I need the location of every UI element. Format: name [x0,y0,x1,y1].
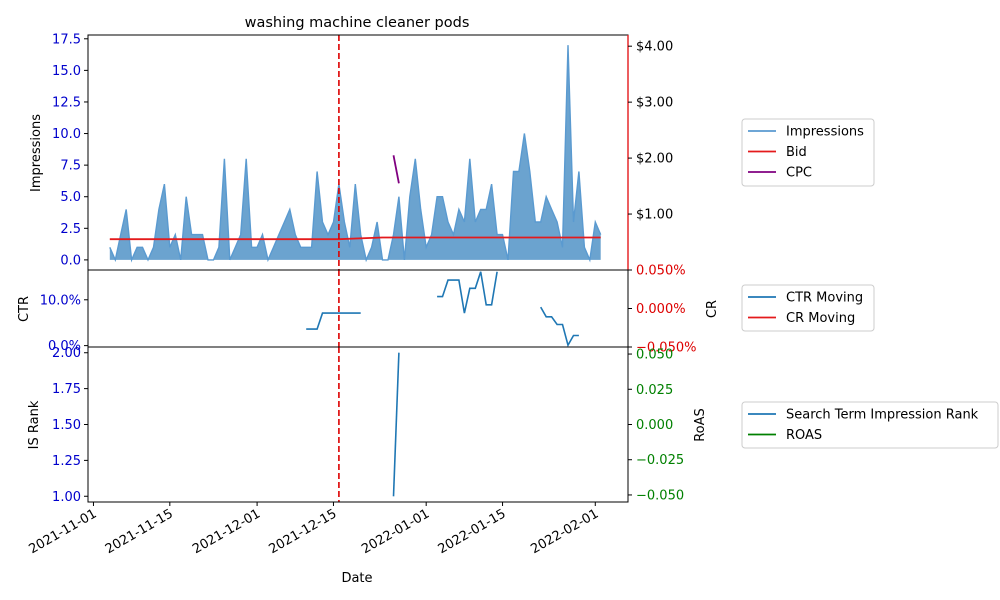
legend-top [741,118,875,187]
legend-label: Bid [786,145,807,160]
x-tick-label: 2022-01-01 [359,506,432,557]
is-rank-y-tick-label: 1.00 [52,490,81,505]
x-tick-label: 2022-01-15 [436,506,509,557]
x-tick-label: 2021-11-15 [103,506,176,557]
bid-y-tick-label: $1.00 [636,208,673,223]
ctr-panel-frame [87,269,629,348]
bid-line [109,236,601,241]
impressions-y-tick-label: 2.5 [60,222,81,237]
x-tick-label: 2022-02-01 [528,506,601,557]
ctr-panel: 0.0% 10.0% −0.050% 0.000% 0.050% [40,264,697,356]
x-axis-label: Date [341,571,372,586]
ctr-y-tick-label: 0.0% [48,339,81,354]
is-rank-y-tick-label: 1.25 [52,454,81,469]
is-rank-panel: 1.00 1.25 1.50 1.75 2.00 −0.050 −0.025 0.000 0.0… [27,346,685,557]
legends: Impressions Bid CPC CTR Moving CR Moving Sear… [741,118,999,449]
bottom-right-y-label: RoAS [693,408,708,442]
legend-label: CTR Moving [786,291,863,306]
bottom-y-label: IS Rank [27,400,42,449]
cpc-line [392,155,400,184]
ctr-moving-line [437,271,498,314]
legend-label: ROAS [786,428,822,443]
roas-y-tick-label: −0.025 [636,453,684,468]
ctr-y-tick-label: 10.0% [40,293,81,308]
impressions-y-tick-label: 5.0 [60,190,81,205]
top-y-label: Impressions [29,114,44,192]
impressions-y-tick-label: 17.5 [52,32,81,47]
x-tick-label: 2021-11-01 [27,506,100,557]
middle-y-label: CTR [17,296,32,322]
bid-y-tick-label: $2.00 [636,152,673,167]
legend-label: Impressions [786,125,864,140]
legend-label: Search Term Impression Rank [786,408,979,423]
x-tick-label: 2021-12-15 [267,506,340,557]
roas-y-tick-label: 0.000 [636,418,673,433]
roas-y-tick-label: 0.025 [636,383,673,398]
x-tick-label: 2021-12-01 [190,506,263,557]
is-rank-y-tick-label: 1.75 [52,382,81,397]
is-rank-y-tick-label: 2.00 [52,346,81,361]
impressions-y-tick-label: 10.0 [52,127,81,142]
legend-bottom [741,401,999,449]
chart-title: washing machine cleaner pods [245,15,470,31]
impressions-y-tick-label: 0.0 [60,253,81,268]
bid-y-tick-label: $4.00 [636,40,673,55]
is-rank-y-tick-label: 1.50 [52,418,81,433]
impressions-y-tick-label: 7.5 [60,159,81,174]
bid-y-tick-label: $3.00 [636,96,673,111]
cr-y-tick-label: −0.050% [636,341,696,356]
is-rank-panel-frame [87,346,629,503]
impressions-y-tick-label: 12.5 [52,95,81,110]
impressions-y-tick-label: 15.0 [52,64,81,79]
cr-y-tick-label: 0.050% [636,264,686,279]
ctr-moving-line [306,312,361,330]
legend-label: CR Moving [786,311,855,326]
impressions-line [109,45,602,263]
middle-right-y-label: CR [705,300,720,318]
legend-label: CPC [786,166,812,181]
impressions-panel: 0.0 2.5 5.0 7.5 10.0 12.5 15.0 17.5 $1.00 $2.00 $3… [52,32,673,271]
cr-y-tick-label: 0.000% [636,302,686,317]
roas-y-tick-label: −0.050 [636,488,684,503]
is-rank-line [392,352,400,497]
ctr-moving-line [540,306,579,348]
roas-y-tick-label: 0.050 [636,348,673,363]
